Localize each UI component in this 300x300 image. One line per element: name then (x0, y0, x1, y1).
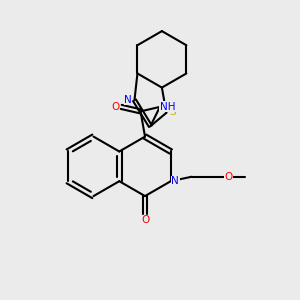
Text: O: O (141, 215, 149, 225)
Text: O: O (111, 102, 119, 112)
Text: O: O (225, 172, 233, 182)
Text: N: N (171, 176, 179, 186)
Text: S: S (169, 107, 176, 117)
Text: NH: NH (160, 102, 175, 112)
Text: N: N (124, 94, 132, 105)
